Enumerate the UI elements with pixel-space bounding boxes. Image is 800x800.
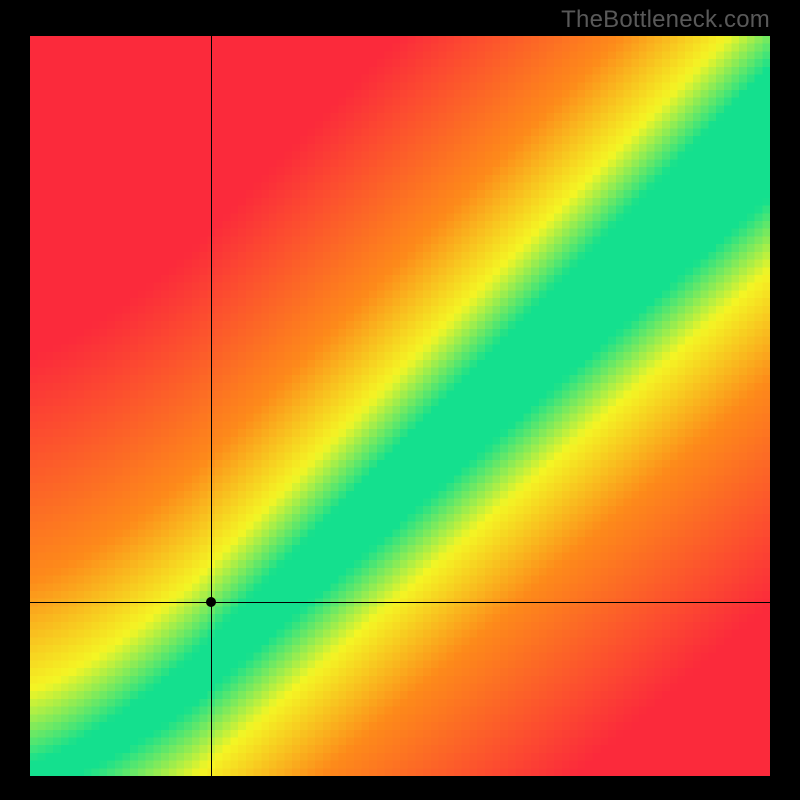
crosshair-marker [206,597,216,607]
watermark-text: TheBottleneck.com [561,6,770,34]
bottleneck-heatmap [30,36,770,776]
crosshair-vertical [211,36,212,776]
crosshair-horizontal [30,602,770,603]
root-container: TheBottleneck.com [0,0,800,800]
